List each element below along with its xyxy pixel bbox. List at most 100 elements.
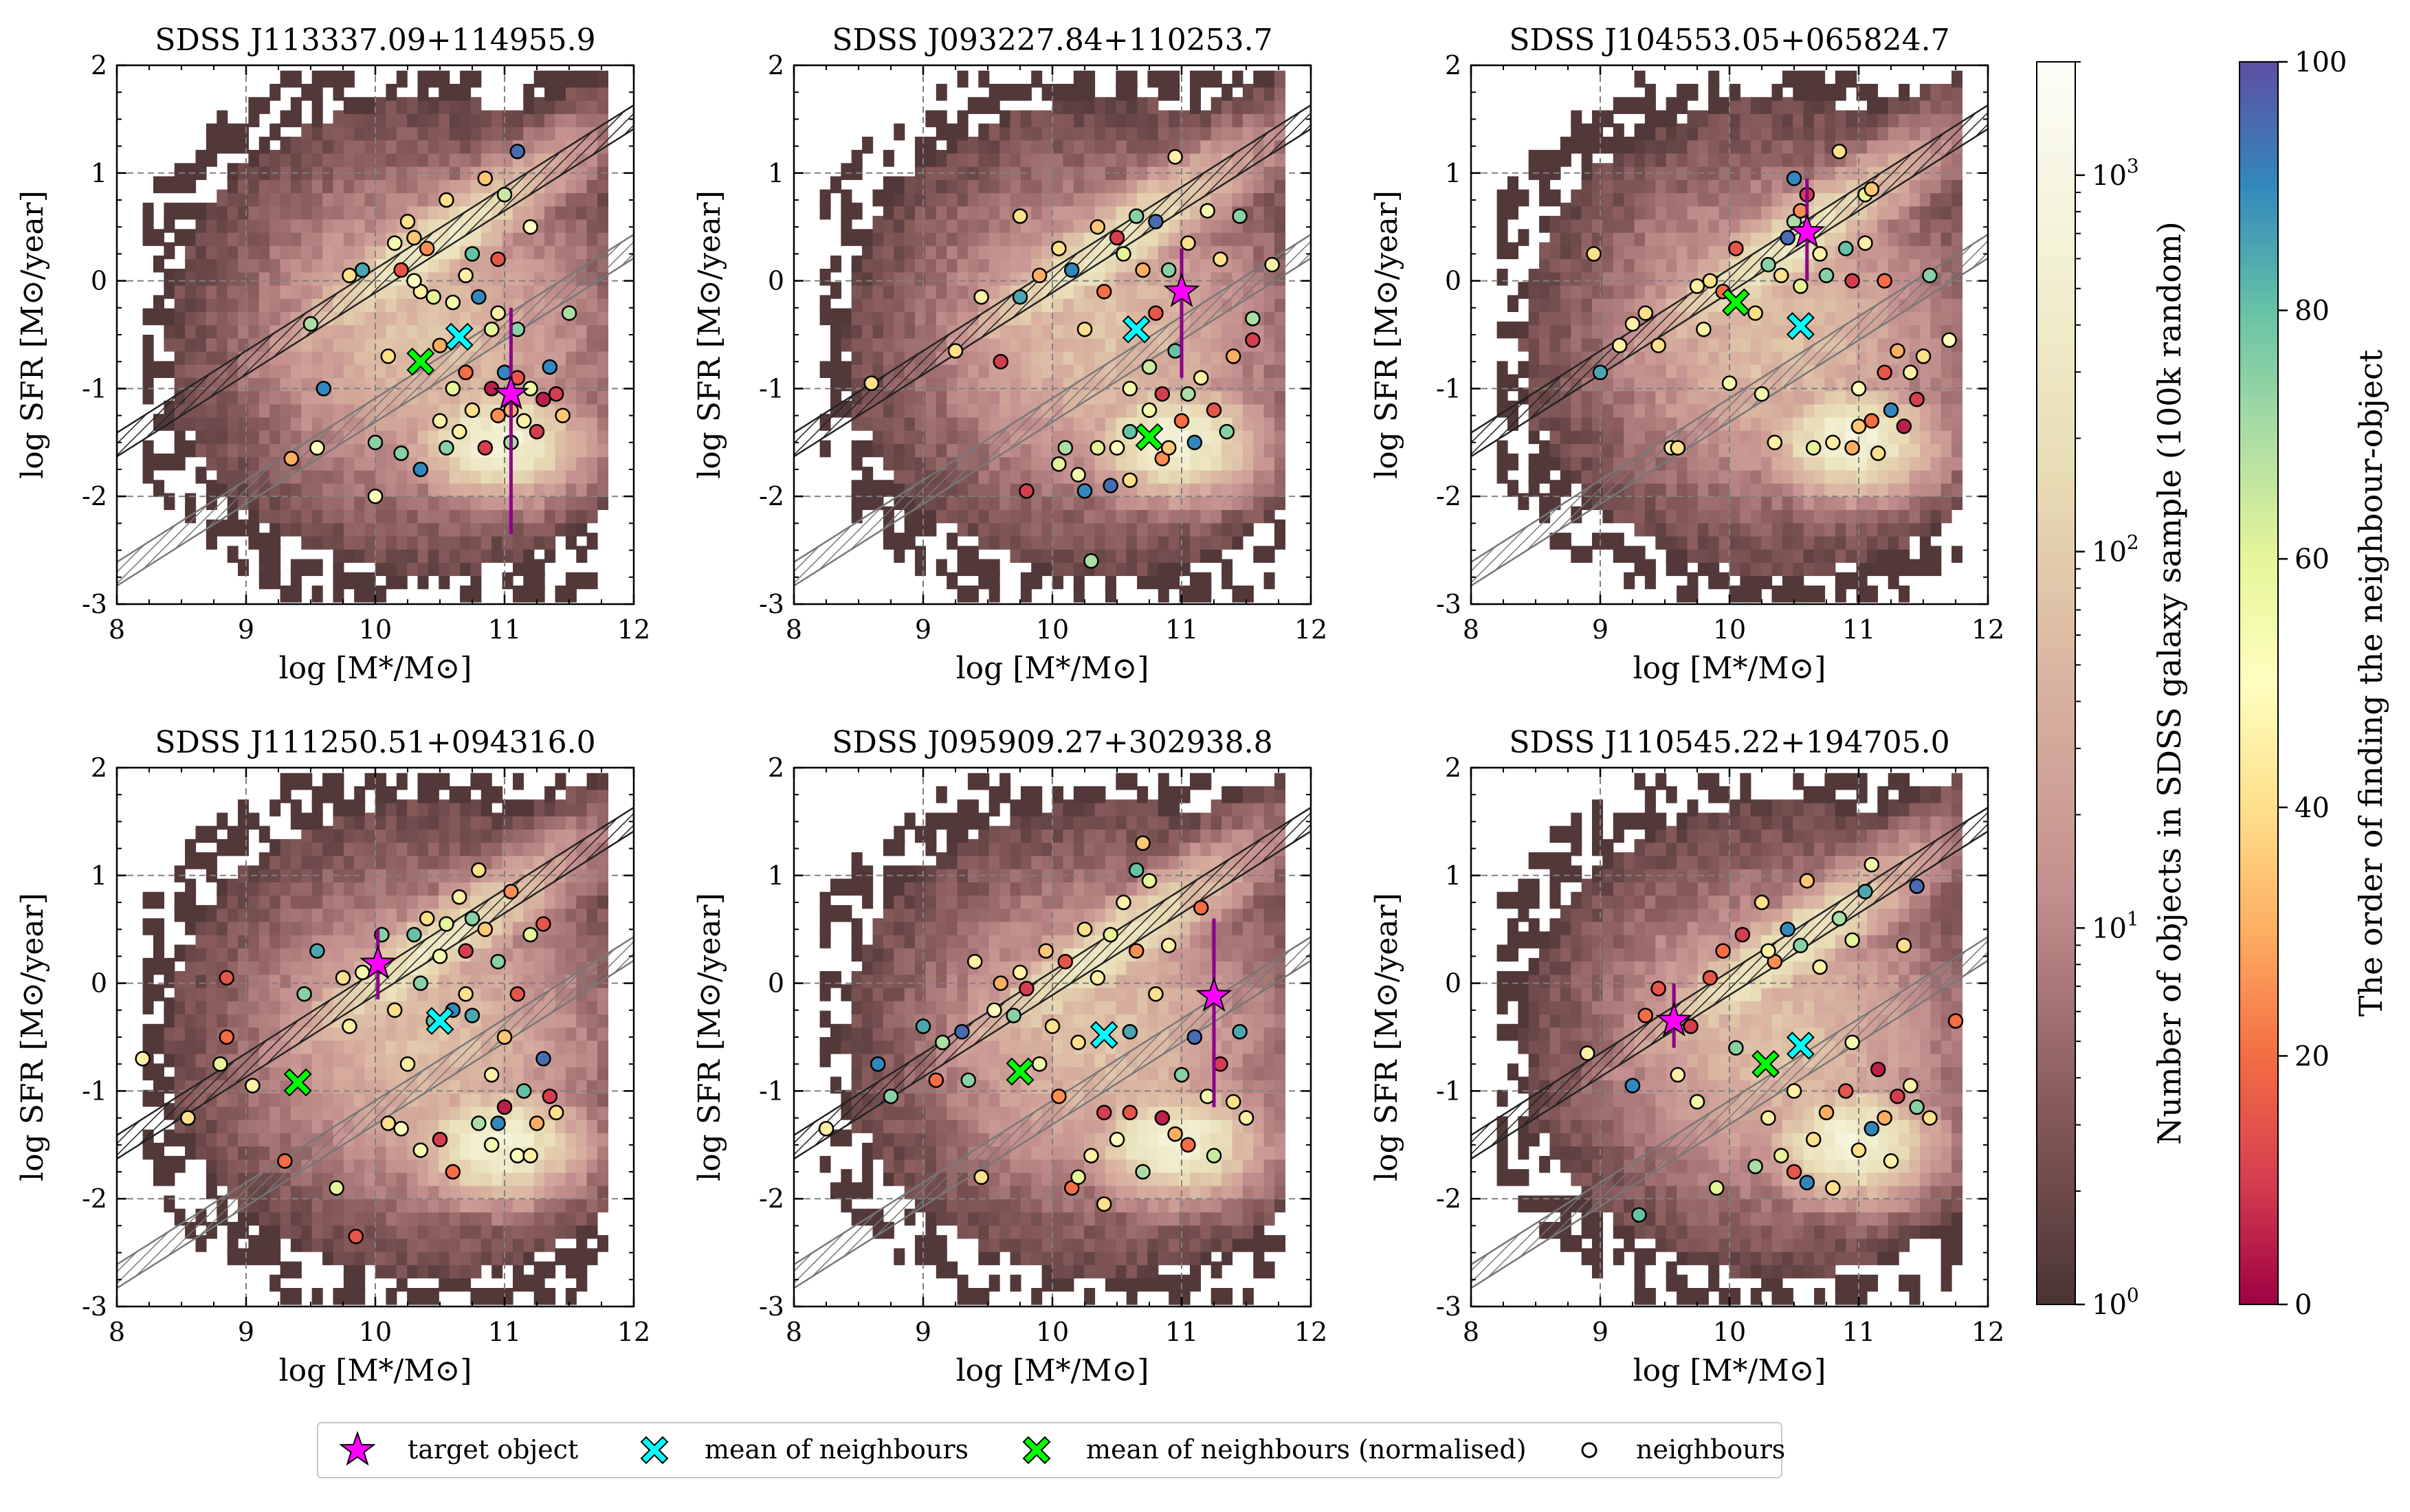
histogram-bin — [206, 335, 217, 352]
histogram-bin — [322, 348, 334, 365]
histogram-bin — [1571, 335, 1582, 352]
histogram-bin — [195, 282, 207, 299]
histogram-bin — [947, 229, 958, 246]
neighbour-point — [1844, 273, 1860, 289]
histogram-bin — [1814, 480, 1826, 497]
histogram-bin — [872, 427, 884, 445]
histogram-bin — [1793, 493, 1804, 511]
histogram-bin — [957, 546, 969, 563]
histogram-bin — [375, 110, 386, 128]
histogram-bin — [1877, 97, 1889, 114]
histogram-bin — [1793, 335, 1804, 352]
plot-area — [1471, 65, 1988, 604]
histogram-bin — [1846, 401, 1857, 418]
histogram-bin — [1602, 374, 1614, 392]
histogram-bin — [206, 825, 217, 843]
histogram-bin — [1666, 361, 1677, 378]
histogram-bin — [1888, 480, 1899, 497]
histogram-bin — [555, 427, 566, 445]
histogram-bin — [1221, 123, 1233, 141]
histogram-bin — [1031, 110, 1043, 128]
histogram-bin — [1169, 546, 1180, 563]
histogram-bin — [206, 1155, 217, 1173]
histogram-bin — [375, 467, 386, 484]
histogram-bin — [1020, 335, 1032, 352]
neighbour-point — [1019, 483, 1035, 499]
histogram-bin — [1677, 216, 1688, 233]
histogram-bin — [1644, 229, 1656, 246]
histogram-bin — [217, 519, 228, 537]
histogram-bin — [1677, 97, 1688, 114]
histogram-bin — [396, 150, 408, 167]
histogram-bin — [1697, 506, 1709, 524]
neighbour-point — [1122, 472, 1138, 488]
histogram-bin — [1571, 427, 1582, 445]
histogram-bin — [1126, 163, 1138, 180]
histogram-bin — [1126, 136, 1138, 154]
histogram-bin — [185, 1063, 197, 1080]
histogram-bin — [1263, 427, 1275, 445]
histogram-bin — [290, 559, 302, 577]
histogram-bin — [185, 997, 197, 1014]
histogram-bin — [999, 150, 1011, 167]
histogram-bin — [1761, 559, 1773, 577]
x-tick-label: 11 — [488, 614, 521, 645]
histogram-bin — [248, 150, 260, 167]
histogram-bin — [1624, 136, 1635, 154]
histogram-bin — [343, 321, 355, 339]
neighbour-point — [1070, 467, 1086, 483]
histogram-bin — [269, 387, 281, 405]
histogram-bin — [1634, 163, 1646, 180]
histogram-bin — [354, 136, 366, 154]
histogram-bin — [1063, 229, 1074, 246]
histogram-bin — [375, 150, 386, 167]
histogram-bin — [269, 84, 281, 101]
histogram-bin — [1782, 519, 1793, 537]
histogram-bin — [1210, 123, 1222, 141]
histogram-bin — [1708, 84, 1720, 101]
histogram-bin — [597, 493, 608, 511]
histogram-bin — [1835, 414, 1846, 431]
histogram-bin — [185, 163, 197, 180]
histogram-bin — [449, 453, 461, 471]
histogram-bin — [862, 440, 874, 458]
histogram-bin — [269, 506, 281, 524]
histogram-bin — [1899, 255, 1910, 273]
neighbour-point — [1135, 262, 1151, 278]
histogram-bin — [1803, 401, 1815, 418]
histogram-bin — [1867, 533, 1878, 550]
histogram-bin — [1528, 374, 1540, 392]
histogram-bin — [1846, 150, 1857, 167]
histogram-bin — [1094, 110, 1106, 128]
histogram-bin — [1877, 335, 1889, 352]
histogram-bin — [1655, 216, 1667, 233]
histogram-bin — [1137, 295, 1149, 312]
histogram-bin — [1930, 176, 1942, 194]
histogram-bin — [1846, 519, 1857, 537]
histogram-bin — [480, 427, 492, 445]
histogram-bin — [1210, 136, 1222, 154]
histogram-bin — [142, 997, 154, 1014]
histogram-bin — [333, 480, 344, 497]
histogram-bin — [280, 387, 291, 405]
histogram-bin — [343, 150, 355, 167]
histogram-bin — [1602, 440, 1614, 458]
histogram-bin — [269, 401, 281, 418]
histogram-bin — [311, 150, 323, 167]
histogram-bin — [894, 282, 905, 299]
histogram-bin — [1718, 202, 1730, 220]
histogram-bin — [1930, 335, 1942, 352]
histogram-bin — [1549, 440, 1561, 458]
histogram-bin — [1782, 189, 1793, 207]
histogram-bin — [936, 401, 947, 418]
histogram-bin — [470, 506, 482, 524]
histogram-bin — [513, 586, 524, 603]
histogram-bin — [449, 506, 461, 524]
histogram-bin — [586, 295, 598, 312]
histogram-bin — [1697, 335, 1709, 352]
histogram-bin — [1063, 136, 1074, 154]
histogram-bin — [460, 559, 472, 577]
neighbour-point — [432, 337, 448, 353]
